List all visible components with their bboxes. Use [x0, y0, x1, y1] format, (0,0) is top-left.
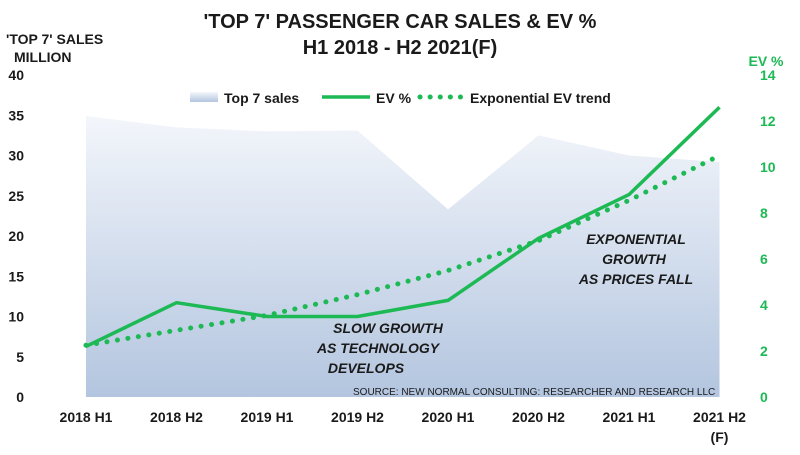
line-exponential-ev-trend	[83, 153, 722, 348]
annotation-exponential-line-3: AS PRICES FALL	[578, 271, 693, 287]
annotation-exponential-growth: EXPONENTIAL GROWTH AS PRICES FALL	[578, 231, 693, 287]
y-left-tick-label: 30	[8, 148, 24, 164]
y-axis-left-title-line-2: MILLION	[14, 49, 72, 65]
x-category-label: 2021 H2	[693, 409, 746, 425]
annotation-slow-growth-line-2: AS TECHNOLOGY	[316, 340, 441, 356]
legend-label-ev-trend: Exponential EV trend	[470, 90, 611, 106]
y-left-tick-label: 40	[8, 67, 24, 83]
y-axis-right-title: EV %	[748, 53, 784, 69]
line-ev-pct	[85, 105, 721, 348]
y-left-tick-label: 10	[8, 309, 24, 325]
y-right-tick-label: 4	[760, 297, 768, 313]
y-left-tick-label: 20	[8, 228, 24, 244]
legend-label-top7-sales: Top 7 sales	[224, 90, 299, 106]
chart-title-line-1: 'TOP 7' PASSENGER CAR SALES & EV %	[204, 11, 597, 33]
annotation-slow-growth: SLOW GROWTH AS TECHNOLOGY DEVELOPS	[316, 320, 444, 376]
annotation-slow-growth-line-1: SLOW GROWTH	[333, 320, 444, 336]
annotation-exponential-line-1: EXPONENTIAL	[586, 231, 686, 247]
source-note: SOURCE: NEW NORMAL CONSULTING: RESEARCHE…	[353, 387, 715, 398]
x-category-label: 2020 H1	[422, 409, 475, 425]
y-left-tick-label: 0	[16, 389, 24, 405]
y-left-tick-label: 25	[8, 188, 24, 204]
y-right-tick-label: 8	[760, 205, 768, 221]
annotation-slow-growth-line-3: DEVELOPS	[328, 360, 405, 376]
y-left-tick-label: 5	[16, 349, 24, 365]
x-category-label: 2020 H2	[512, 409, 565, 425]
chart-title-line-2: H1 2018 - H2 2021(F)	[303, 37, 498, 59]
x-category-label: 2018 H1	[60, 409, 113, 425]
legend-swatch-top7-sales	[190, 92, 218, 102]
legend: Top 7 sales EV % Exponential EV trend	[190, 90, 611, 106]
y-right-tick-label: 0	[760, 389, 768, 405]
y-right-tick-label: 12	[760, 113, 776, 129]
x-category-label: 2019 H2	[331, 409, 384, 425]
annotation-exponential-line-2: GROWTH	[602, 251, 667, 267]
x-category-label: 2021 H1	[603, 409, 656, 425]
area-top7-sales	[86, 116, 720, 398]
y-left-tick-label: 35	[8, 107, 24, 123]
y-right-tick-label: 14	[760, 67, 776, 83]
y-right-tick-label: 10	[760, 159, 776, 175]
y-left-tick-label: 15	[8, 268, 24, 284]
y-right-tick-label: 6	[760, 251, 768, 267]
x-category-label: 2018 H2	[150, 409, 203, 425]
y-axis-left-title-line-1: 'TOP 7' SALES	[6, 31, 103, 47]
x-category-label-line-2: (F)	[711, 429, 729, 445]
x-category-label: 2019 H1	[241, 409, 294, 425]
y-right-tick-label: 2	[760, 343, 768, 359]
legend-label-ev-pct: EV %	[376, 90, 412, 106]
